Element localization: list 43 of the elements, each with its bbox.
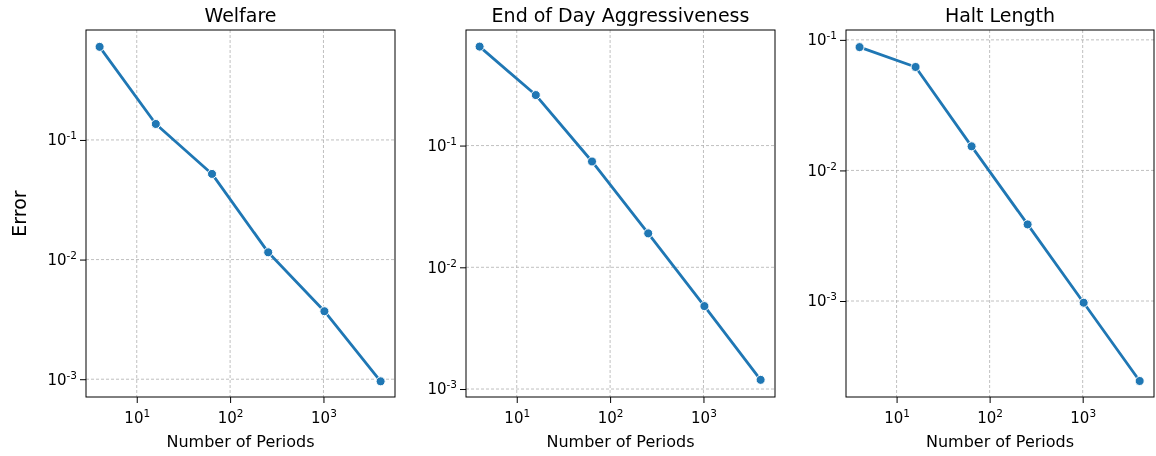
x-tick-label: 10$^{3}$	[1070, 406, 1097, 427]
y-tick-label: 10$^{-1}$	[47, 129, 77, 150]
y-tick-label: 10$^{-1}$	[807, 29, 837, 50]
point	[530, 90, 541, 101]
y-tick-label: 10$^{-3}$	[47, 368, 77, 389]
point	[755, 374, 766, 385]
x-tick-label: 10$^{2}$	[977, 406, 1004, 427]
chart-title: Halt Length	[944, 4, 1056, 26]
point	[1022, 219, 1033, 230]
chart-title: Welfare	[204, 4, 277, 26]
point	[474, 41, 485, 52]
y-tick-label: 10$^{-2}$	[427, 256, 457, 277]
x-axis-title: Number of Periods	[546, 432, 695, 451]
y-axis-title: Error	[8, 190, 30, 237]
y-tick-label: 10$^{-1}$	[427, 134, 457, 155]
point	[586, 156, 598, 167]
x-tick-label: 10$^{1}$	[124, 406, 151, 427]
y-tick-label: 10$^{-2}$	[47, 248, 77, 269]
point	[699, 301, 710, 312]
point	[966, 141, 977, 152]
x-tick-label: 10$^{1}$	[504, 406, 531, 427]
x-tick-label: 10$^{2}$	[597, 406, 624, 427]
point	[319, 306, 330, 317]
point	[263, 247, 274, 258]
x-tick-label: 10$^{2}$	[217, 406, 244, 427]
point	[375, 376, 386, 387]
y-tick-label: 10$^{-3}$	[807, 290, 837, 311]
x-axis-title: Number of Periods	[166, 432, 315, 451]
point	[854, 42, 865, 53]
point	[1134, 375, 1145, 386]
x-axis-title: Number of Periods	[925, 432, 1075, 451]
chart-title: End of Day Aggressiveness	[491, 4, 750, 26]
point	[910, 61, 921, 72]
point	[94, 41, 105, 52]
x-tick-label: 10$^{3}$	[311, 406, 337, 427]
y-tick-label: 10$^{-3}$	[427, 378, 457, 399]
point	[150, 118, 161, 129]
y-tick-label: 10$^{-2}$	[807, 159, 837, 180]
point	[206, 168, 218, 179]
x-tick-label: 10$^{1}$	[884, 406, 910, 427]
x-tick-label: 10$^{3}$	[691, 406, 717, 427]
point	[643, 228, 654, 239]
point	[1078, 297, 1089, 308]
